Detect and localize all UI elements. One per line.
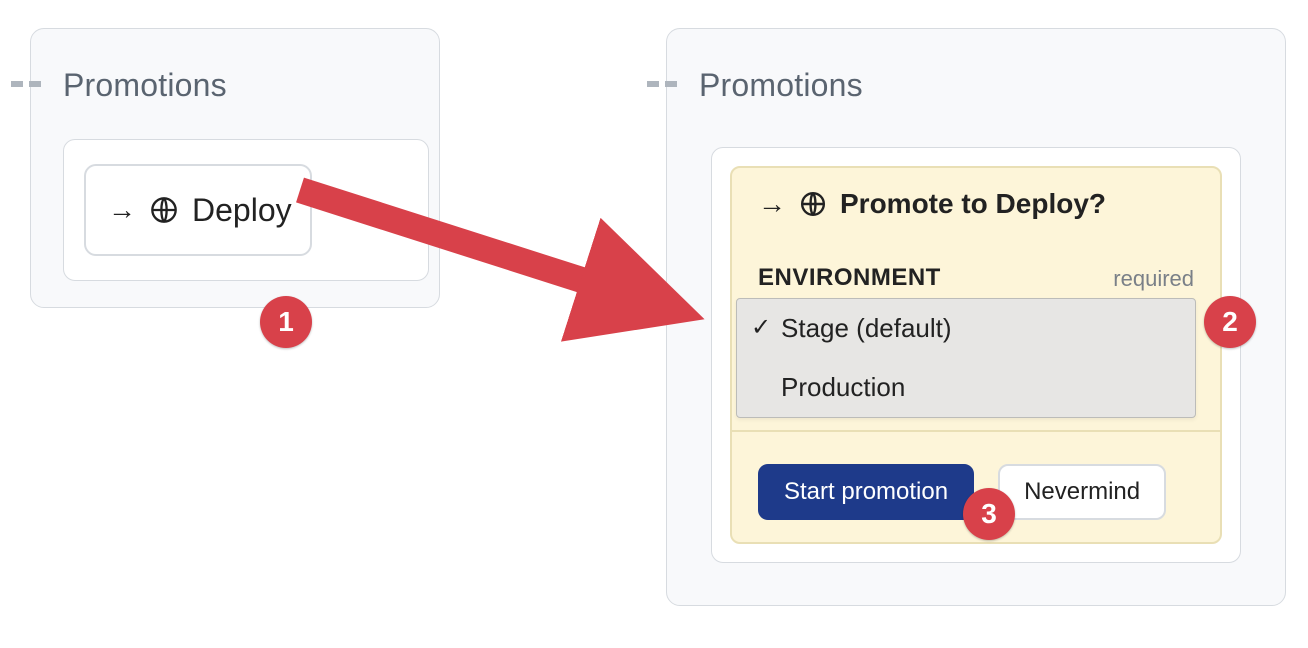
divider bbox=[732, 430, 1220, 432]
globe-icon bbox=[800, 191, 826, 217]
annotation-badge-2: 2 bbox=[1204, 296, 1256, 348]
deploy-button[interactable]: → Deploy bbox=[84, 164, 312, 256]
arrow-right-icon: → bbox=[758, 190, 786, 218]
globe-icon bbox=[150, 196, 178, 224]
panel-title: Promotions bbox=[699, 67, 863, 104]
dropdown-option-stage[interactable]: Stage (default) bbox=[737, 299, 1195, 358]
environment-dropdown[interactable]: Stage (default) Production bbox=[736, 298, 1196, 418]
panel-title: Promotions bbox=[63, 67, 227, 104]
start-promotion-button[interactable]: Start promotion bbox=[758, 464, 974, 520]
nevermind-button[interactable]: Nevermind bbox=[998, 464, 1166, 520]
annotation-badge-3: 3 bbox=[963, 488, 1015, 540]
deploy-button-label: Deploy bbox=[192, 192, 292, 229]
required-label: required bbox=[1113, 266, 1194, 292]
dropdown-option-production[interactable]: Production bbox=[737, 358, 1195, 417]
promote-form: → Promote to Deploy? ENVIRONMENT require… bbox=[730, 166, 1222, 544]
arrow-right-icon: → bbox=[108, 196, 136, 224]
connector-dots-icon bbox=[11, 81, 41, 87]
environment-field: ENVIRONMENT required bbox=[758, 264, 1194, 292]
promote-header: → Promote to Deploy? bbox=[758, 188, 1106, 220]
environment-label: ENVIRONMENT bbox=[758, 264, 941, 291]
flow-arrow-icon bbox=[290, 170, 710, 375]
connector-dots-icon bbox=[647, 81, 677, 87]
promote-question: Promote to Deploy? bbox=[840, 188, 1106, 220]
annotation-badge-1: 1 bbox=[260, 296, 312, 348]
